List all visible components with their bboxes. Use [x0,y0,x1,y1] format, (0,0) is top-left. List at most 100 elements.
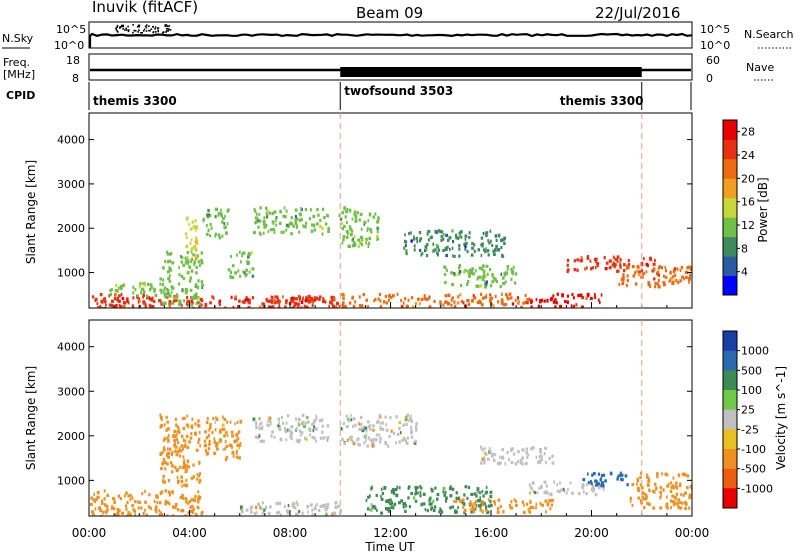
range-gate-cell [200,303,203,307]
range-gate-cell [369,228,372,232]
range-gate-cell [487,504,491,508]
range-gate-cell [392,491,395,495]
range-gate-cell [153,299,156,303]
range-gate-cell [196,295,199,300]
range-gate-cell [321,226,324,230]
range-gate-cell [234,297,237,301]
range-gate-cell [273,435,276,439]
range-gate-cell [194,432,197,436]
range-gate-cell [336,302,339,306]
range-gate-cell [150,298,154,302]
range-gate-cell [505,302,508,307]
range-gate-cell [161,301,165,305]
range-gate-cell [540,299,543,303]
range-gate-cell [106,508,109,512]
range-gate-cell [571,293,574,297]
range-gate-cell [92,498,95,502]
range-gate-cell [190,498,194,502]
range-gate-cell [319,419,322,423]
range-gate-cell [575,303,578,307]
range-gate-cell [688,265,691,269]
range-gate-cell [400,298,402,303]
range-gate-cell [351,229,354,233]
range-gate-cell [303,304,306,308]
range-gate-cell [657,285,661,289]
range-gate-cell [476,301,480,305]
range-gate-cell [262,219,266,224]
range-gate-cell [162,480,164,484]
range-gate-cell [321,418,324,422]
range-gate-cell [398,486,401,490]
range-gate-cell [168,502,171,506]
range-gate-cell [377,215,380,219]
nsearch-dot [138,29,140,31]
range-gate-cell [198,480,201,484]
range-gate-cell [124,504,128,508]
range-gate-cell [164,461,167,465]
range-gate-cell [437,248,440,252]
range-gate-cell [677,505,681,509]
range-gate-cell [183,299,186,303]
range-gate-cell [319,504,323,508]
range-gate-cell [282,230,285,234]
range-gate-cell [163,286,167,290]
range-gate-cell [298,295,301,299]
range-gate-cell [404,297,407,301]
range-gate-cell [189,276,193,280]
range-gate-cell [496,461,500,465]
range-gate-cell [237,456,241,460]
range-gate-cell [539,448,542,452]
range-gate-cell [669,270,672,274]
range-gate-cell [283,428,287,432]
range-gate-cell [500,301,504,305]
range-gate-cell [275,300,279,304]
range-gate-cell [427,297,430,301]
range-gate-cell [581,296,585,300]
range-gate-cell [410,296,414,300]
range-gate-cell [480,461,483,465]
range-gate-cell [445,233,449,237]
range-gate-cell [367,219,370,223]
range-gate-cell [395,415,398,419]
range-gate-cell [379,425,382,429]
range-gate-cell [168,279,172,283]
range-gate-cell [349,209,352,213]
range-gate-cell [92,512,95,516]
range-gate-cell [168,259,172,263]
range-gate-cell [620,277,624,281]
range-gate-cell [182,426,186,431]
range-gate-cell [253,207,256,212]
range-gate-cell [378,433,381,437]
range-gate-cell [255,220,258,224]
range-gate-cell [234,295,237,299]
range-gate-cell [198,461,200,465]
range-gate-cell [300,300,304,304]
range-gate-cell [259,206,262,210]
nsky-panel: N.Sky 10^5 10^0 10^5 10^0 N.Search [2,21,794,52]
range-gate-cell [410,425,413,429]
range-gate-cell [440,238,443,242]
range-gate-cell [675,501,678,505]
range-gate-cell [175,437,178,441]
range-gate-cell [405,441,409,445]
range-gate-cell [330,295,333,299]
range-gate-cell [252,417,256,421]
range-gate-cell [636,269,639,273]
range-gate-cell [332,304,334,308]
range-gate-cell [365,438,367,442]
range-gate-cell [475,499,477,504]
range-gate-cell [385,507,388,511]
range-gate-cell [609,472,613,476]
range-gate-cell [614,257,617,261]
range-gate-cell [204,443,207,447]
range-gate-cell [578,492,581,496]
range-gate-cell [377,237,380,241]
range-gate-cell [279,501,281,505]
range-gate-cell [657,278,660,282]
range-gate-cell [275,218,277,222]
range-gate-cell [373,299,375,303]
range-gate-cell [217,441,220,445]
range-gate-cell [318,297,321,302]
range-gate-cell [199,444,201,448]
range-gate-cell [567,487,569,491]
